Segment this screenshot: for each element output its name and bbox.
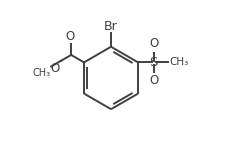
Text: O: O [51,62,60,75]
Text: S: S [149,56,158,69]
Text: O: O [149,38,158,51]
Text: O: O [66,30,75,43]
Text: Br: Br [104,20,118,33]
Text: CH₃: CH₃ [169,57,188,67]
Text: O: O [149,74,158,87]
Text: CH₃: CH₃ [32,68,50,78]
